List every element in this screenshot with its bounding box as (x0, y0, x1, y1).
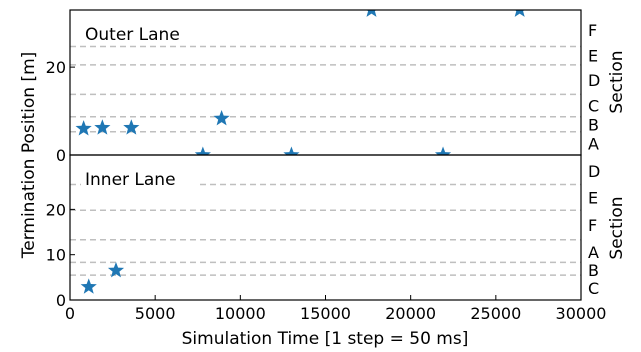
section-letter: A (588, 243, 599, 262)
data-point-star (366, 10, 377, 17)
section-axis-label-inner: Section (607, 196, 627, 259)
section-letter: A (588, 135, 599, 154)
section-letter: D (588, 71, 600, 90)
y-axis-label: Termination Position [m] (19, 52, 39, 260)
section-letter: E (588, 47, 598, 66)
x-tick-label: 20000 (385, 304, 436, 323)
section-letter: F (588, 216, 597, 235)
x-axis-ticks: 0 5000 10000 15000 20000 25000 30000 (65, 295, 607, 323)
inner-label-box (81, 168, 199, 190)
inner-lane-label: Inner Lane (85, 170, 176, 190)
y-tick-label: 20 (46, 200, 66, 219)
section-letter: C (588, 96, 599, 115)
data-point-star (194, 146, 211, 155)
outer-label-box (81, 23, 199, 45)
data-point-star (434, 146, 452, 155)
y-tick-label: 0 (56, 146, 66, 165)
y-tick-label: 10 (46, 246, 66, 265)
y-tick-label: 20 (46, 58, 66, 77)
outer-lane-label: Outer Lane (85, 25, 180, 45)
x-tick-label: 5000 (135, 304, 176, 323)
data-point-star (80, 278, 97, 294)
data-point-star (514, 10, 525, 17)
data-point-star (283, 146, 300, 155)
data-point-star (123, 119, 140, 135)
outer-points (75, 10, 525, 155)
x-tick-label: 10000 (215, 304, 266, 323)
section-letter: B (588, 116, 599, 135)
section-axis-label-outer: Section (607, 50, 627, 113)
x-tick-label: 15000 (300, 304, 351, 323)
data-point-star (213, 110, 230, 126)
x-tick-label: 30000 (556, 304, 607, 323)
x-tick-label: 0 (65, 304, 75, 323)
section-letter: B (588, 261, 599, 280)
data-point-star (94, 119, 111, 135)
section-letter: D (588, 162, 600, 181)
section-letter: F (588, 21, 597, 40)
inner-points (80, 262, 125, 294)
section-letter: E (588, 189, 598, 208)
data-point-star (107, 262, 125, 278)
x-axis: 0 5000 10000 15000 20000 25000 30000 Simulatio… (65, 295, 607, 349)
x-tick-label: 25000 (470, 304, 521, 323)
x-axis-label: Simulation Time [1 step = 50 ms] (182, 329, 469, 349)
section-letter: C (588, 279, 599, 298)
data-point-star (75, 120, 92, 136)
y-tick-label: 0 (56, 291, 66, 310)
